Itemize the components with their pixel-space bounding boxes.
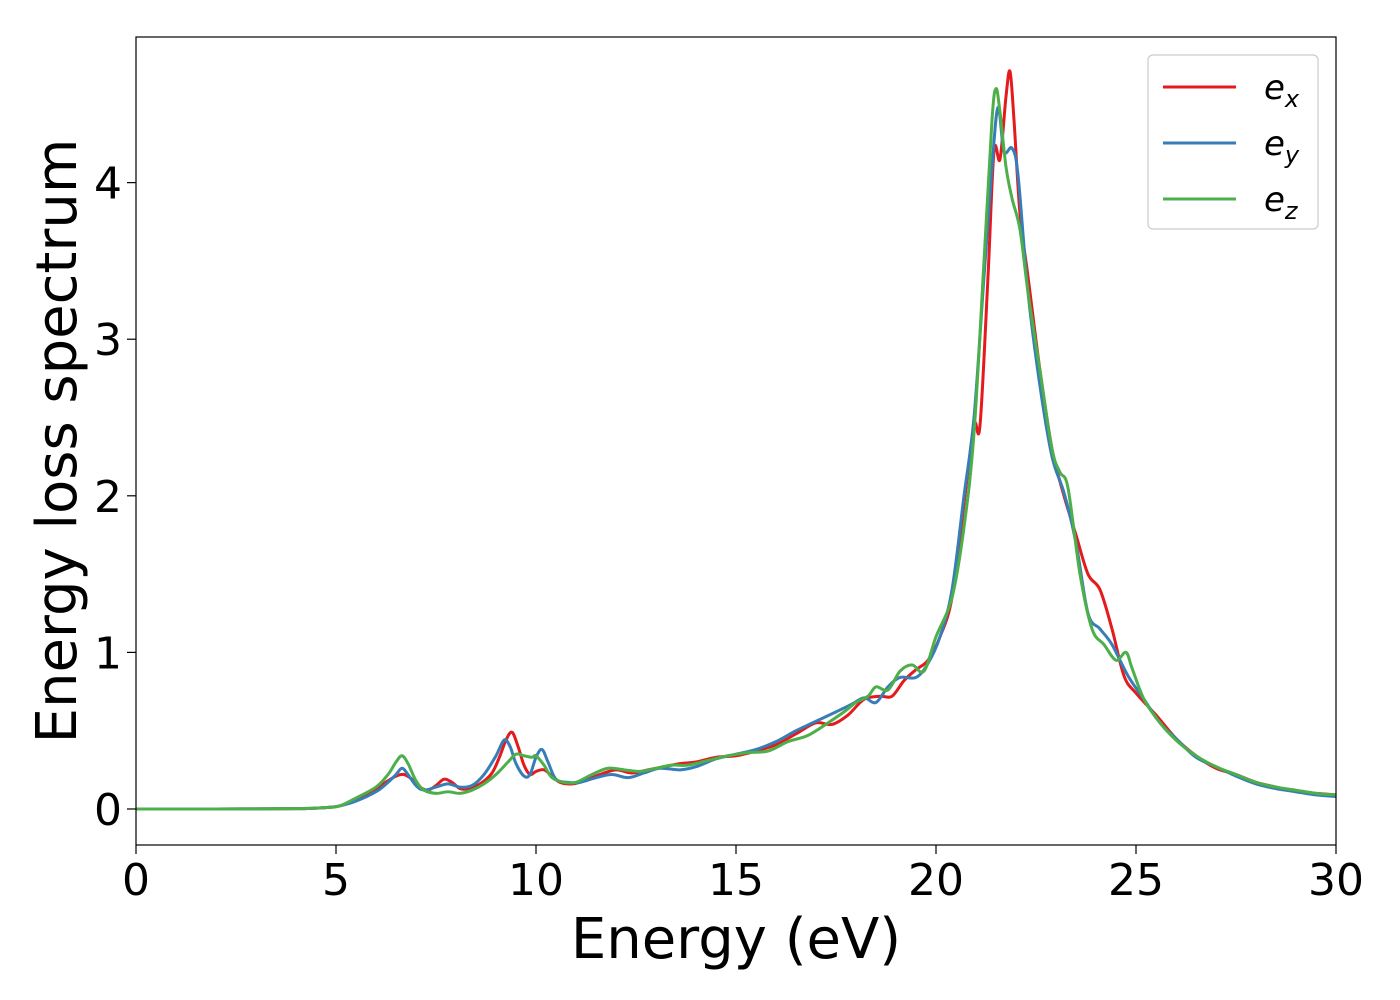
x-tick-label: 20 xyxy=(908,855,964,906)
y-tick-label: 0 xyxy=(94,785,122,836)
y-axis-label: Energy loss spectrum xyxy=(25,139,90,744)
x-axis: 0 5 10 15 20 25 30 xyxy=(122,845,1364,906)
legend: ex ey ez xyxy=(1147,54,1319,230)
y-tick-label: 3 xyxy=(94,315,122,366)
x-tick-label: 10 xyxy=(508,855,564,906)
y-tick-label: 2 xyxy=(94,472,122,523)
legend-label-ey: ey xyxy=(1264,124,1300,169)
series-line-ey xyxy=(136,105,1336,811)
legend-label-ez: ez xyxy=(1264,180,1299,225)
x-axis-label: Energy (eV) xyxy=(571,907,901,972)
x-tick-label: 25 xyxy=(1108,855,1164,906)
series-lines xyxy=(136,69,1336,811)
series-line-ex xyxy=(136,69,1336,811)
y-tick-label: 4 xyxy=(94,159,122,210)
legend-label-ex: ex xyxy=(1264,68,1300,113)
series-line-ez xyxy=(136,87,1336,811)
x-tick-label: 0 xyxy=(122,855,150,906)
x-tick-label: 30 xyxy=(1308,855,1364,906)
y-tick-label: 1 xyxy=(94,628,122,679)
y-axis: 0 1 2 3 4 xyxy=(94,159,136,836)
x-tick-label: 15 xyxy=(708,855,764,906)
x-tick-label: 5 xyxy=(322,855,350,906)
